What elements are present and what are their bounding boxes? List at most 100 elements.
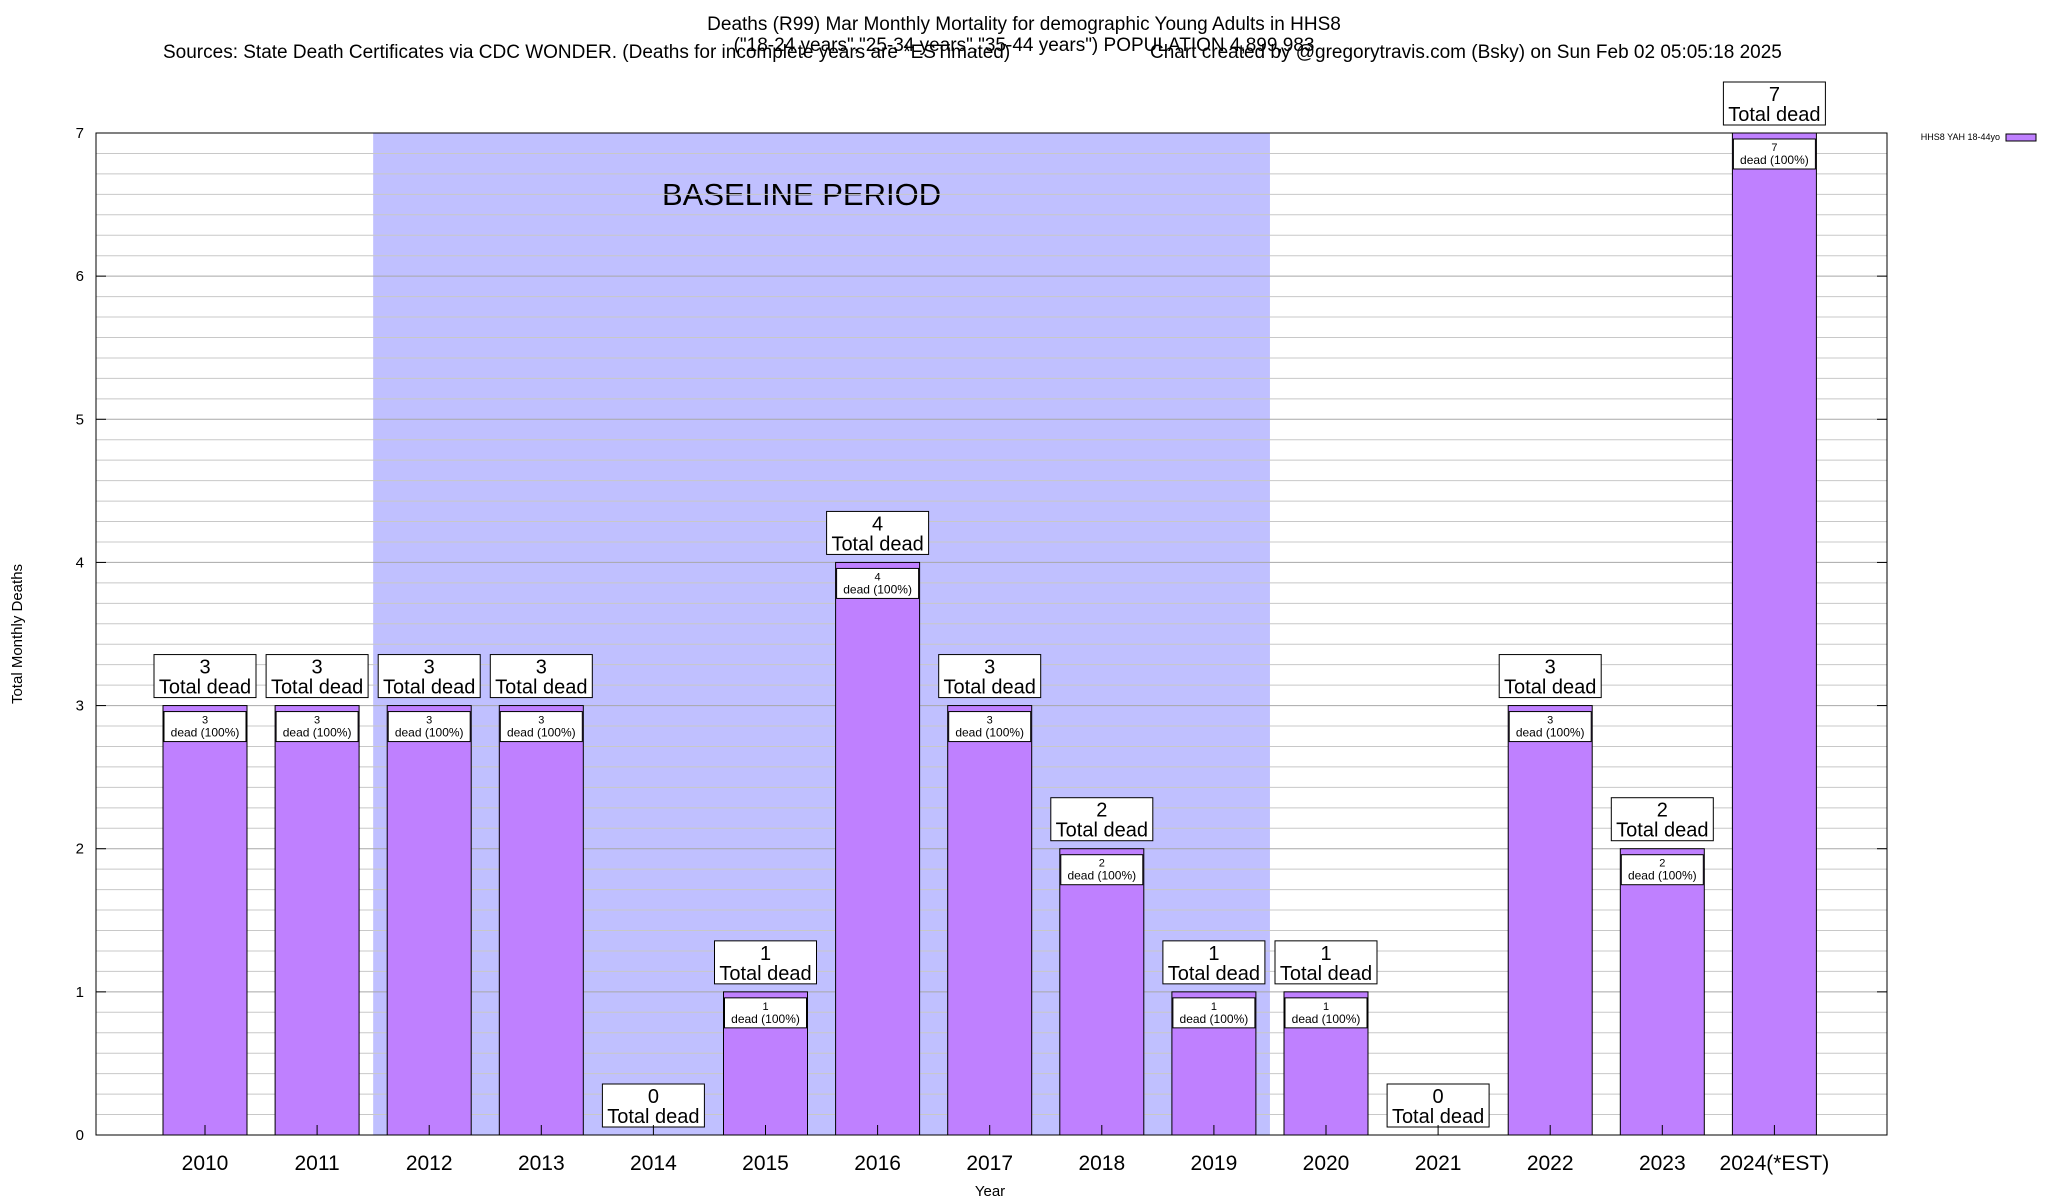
bar-inner-label: dead (100%) — [843, 582, 912, 596]
bar-inner-label-box — [1060, 854, 1144, 886]
x-tick-label: 2017 — [966, 1152, 1013, 1175]
y-tick-label: 6 — [76, 268, 84, 285]
bar-top-value: 1 — [1208, 943, 1219, 965]
bar-top-label: Total dead — [1728, 104, 1820, 126]
x-axis-label: Year — [975, 1183, 1005, 1200]
bar-top-label: Total dead — [1616, 820, 1708, 842]
bar — [1059, 848, 1145, 1136]
bar — [386, 705, 472, 1136]
bar-inner-value: 3 — [202, 715, 208, 727]
bar-inner-value: 3 — [987, 715, 993, 727]
y-tick-label: 0 — [76, 1127, 84, 1144]
bar-top-label-box — [377, 654, 481, 699]
bar-inner-value: 1 — [1323, 1001, 1329, 1013]
bar-top-label-box — [826, 510, 930, 555]
bar-inner-label: dead (100%) — [395, 726, 464, 740]
x-tick-label: 2010 — [182, 1152, 229, 1175]
x-tick-label: 2018 — [1078, 1152, 1125, 1175]
bar-top-value: 3 — [424, 657, 435, 679]
bar-inner-label-box — [499, 711, 583, 743]
bar — [498, 705, 584, 1136]
x-tick-label: 2020 — [1303, 1152, 1350, 1175]
y-tick-label: 3 — [76, 698, 84, 715]
bar-top-label: Total dead — [271, 677, 363, 699]
bar-inner-label-box — [724, 997, 807, 1029]
bar-top-value: 1 — [1320, 943, 1331, 965]
bar-inner-value: 4 — [875, 571, 881, 583]
bar-inner-label: dead (100%) — [731, 1012, 800, 1026]
bar-top-label: Total dead — [1504, 677, 1596, 699]
bar-top-value: 7 — [1769, 84, 1780, 106]
bar-inner-value: 7 — [1771, 142, 1777, 154]
bar-top-value: 3 — [536, 657, 547, 679]
bar-top-label-box — [1162, 940, 1266, 985]
bar-inner-value: 3 — [1547, 715, 1553, 727]
x-tick-label: 2012 — [406, 1152, 453, 1175]
x-tick-label: 2023 — [1639, 1152, 1686, 1175]
bar-inner-label-box — [1172, 997, 1256, 1029]
chart-subtitle: ("18-24 years","25-34 years","35-44 year… — [733, 35, 1315, 56]
x-tick-label: 2014 — [630, 1152, 677, 1175]
bar-inner-label-box — [163, 711, 247, 743]
bar-top-value: 2 — [1657, 800, 1668, 822]
bar-top-label: Total dead — [1392, 1106, 1484, 1128]
x-tick-label: 2021 — [1415, 1152, 1462, 1175]
bar-inner-label-box — [1620, 854, 1704, 886]
x-tick-label: 2019 — [1191, 1152, 1238, 1175]
bar-top-label: Total dead — [383, 677, 475, 699]
bar-top-label: Total dead — [1280, 963, 1372, 985]
x-tick-label: 2022 — [1527, 1152, 1574, 1175]
bar-inner-label: dead (100%) — [1516, 726, 1585, 740]
bar-top-label-box — [1050, 797, 1154, 842]
bar-inner-label-box — [1284, 997, 1368, 1029]
bar-top-label-box — [1722, 81, 1826, 126]
bar-inner-label-box — [387, 711, 471, 743]
y-tick-label: 2 — [76, 841, 84, 858]
bar-top-value: 4 — [872, 513, 883, 535]
bar-inner-value: 1 — [1211, 1001, 1217, 1013]
plot-frame — [95, 132, 1888, 1136]
bar-inner-value: 2 — [1099, 858, 1105, 870]
bar — [835, 561, 921, 1136]
bar-inner-label-box — [948, 711, 1032, 743]
bar-inner-label: dead (100%) — [1292, 1012, 1361, 1026]
bar-top-label-box — [1498, 654, 1602, 699]
y-tick-label: 7 — [76, 125, 84, 142]
bar-top-label-box — [1610, 797, 1714, 842]
bar-inner-value: 3 — [426, 715, 432, 727]
bar-top-label-box — [265, 654, 369, 699]
bar-top-label: Total dead — [159, 677, 251, 699]
chart-sources: Sources: State Death Certificates via CD… — [163, 42, 1011, 63]
bar — [947, 705, 1033, 1136]
bar-top-value: 0 — [648, 1086, 659, 1108]
chart-credit: Chart created by @gregorytravis.com (Bsk… — [1150, 42, 1782, 63]
bar-top-value: 2 — [1096, 800, 1107, 822]
y-axis-label: Total Monthly Deaths — [9, 564, 26, 704]
x-tick-label: 2016 — [854, 1152, 901, 1175]
bar-inner-value: 3 — [538, 715, 544, 727]
y-tick-label: 5 — [76, 411, 84, 428]
bar-inner-label: dead (100%) — [1628, 869, 1697, 883]
bar-inner-label-box — [836, 567, 920, 599]
bar-top-label: Total dead — [1056, 820, 1148, 842]
bar-inner-value: 2 — [1659, 858, 1665, 870]
bar-top-label-box — [153, 654, 257, 699]
bar-top-value: 0 — [1433, 1086, 1444, 1108]
bar-inner-label: dead (100%) — [283, 726, 352, 740]
bar — [1619, 848, 1705, 1136]
bar — [1507, 705, 1593, 1136]
y-tick-label: 4 — [76, 554, 84, 571]
bar-top-value: 3 — [984, 657, 995, 679]
x-tick-label: 2011 — [295, 1152, 340, 1175]
bar-top-label-box — [938, 654, 1042, 699]
bar-top-value: 3 — [199, 657, 210, 679]
chart-title: Deaths (R99) Mar Monthly Mortality for d… — [707, 14, 1341, 35]
bar-top-label-box — [489, 654, 593, 699]
bar-inner-label: dead (100%) — [1067, 869, 1136, 883]
y-tick-label: 1 — [76, 984, 84, 1001]
bar-inner-label: dead (100%) — [1740, 153, 1809, 167]
bar-inner-label-box — [1508, 711, 1592, 743]
bar-inner-label-box — [1732, 138, 1816, 170]
bar-top-label: Total dead — [495, 677, 587, 699]
